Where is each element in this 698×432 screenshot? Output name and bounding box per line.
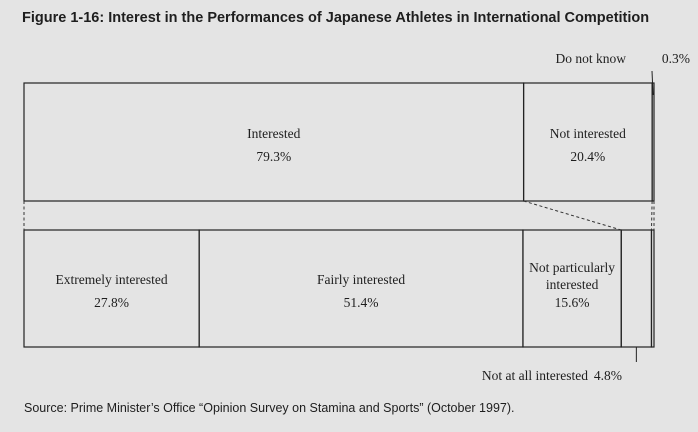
bar-1-segment-not-interested bbox=[522, 82, 653, 202]
segment-label-not-particularly-interested-line-1: Not particularly bbox=[529, 260, 615, 275]
segment-value-interested: 79.3% bbox=[256, 149, 291, 164]
segment-label-interested: Interested bbox=[247, 126, 300, 141]
segment-value-fairly-interested: 51.4% bbox=[344, 295, 379, 310]
callout-value-do-not-know: 0.3% bbox=[662, 51, 690, 66]
bar-2-segment-do-not-know bbox=[650, 229, 655, 348]
bar-1-segment-interested bbox=[23, 82, 525, 202]
connector-do-not-know bbox=[650, 200, 653, 231]
chart-title: Figure 1-16: Interest in the Performance… bbox=[22, 10, 650, 26]
segment-label-fairly-interested: Fairly interested bbox=[317, 272, 405, 287]
callout-label-not-at-all-interested: Not at all interested bbox=[482, 368, 588, 383]
segment-value-not-particularly-interested: 15.6% bbox=[555, 295, 590, 310]
source-note: Source: Prime Minister’s Office “Opinion… bbox=[24, 401, 515, 415]
callout-label-do-not-know: Do not know bbox=[556, 51, 627, 66]
segment-label-extremely-interested: Extremely interested bbox=[56, 272, 168, 287]
segment-value-not-interested: 20.4% bbox=[570, 149, 605, 164]
callout-leader-do-not-know bbox=[651, 70, 654, 96]
segment-label-not-particularly-interested-line-2: interested bbox=[546, 277, 599, 292]
bar-2-segment-fairly-interested bbox=[198, 229, 524, 348]
connector-not-interested bbox=[523, 200, 622, 231]
segment-label-not-interested: Not interested bbox=[550, 126, 626, 141]
segment-value-extremely-interested: 27.8% bbox=[94, 295, 129, 310]
callout-value-not-at-all-interested: 4.8% bbox=[594, 368, 622, 383]
bar-2-segment-extremely-interested bbox=[23, 229, 200, 348]
bar-1-segment-do-not-know bbox=[651, 82, 655, 202]
bar-2-segment-not-at-all-interested bbox=[620, 229, 653, 348]
